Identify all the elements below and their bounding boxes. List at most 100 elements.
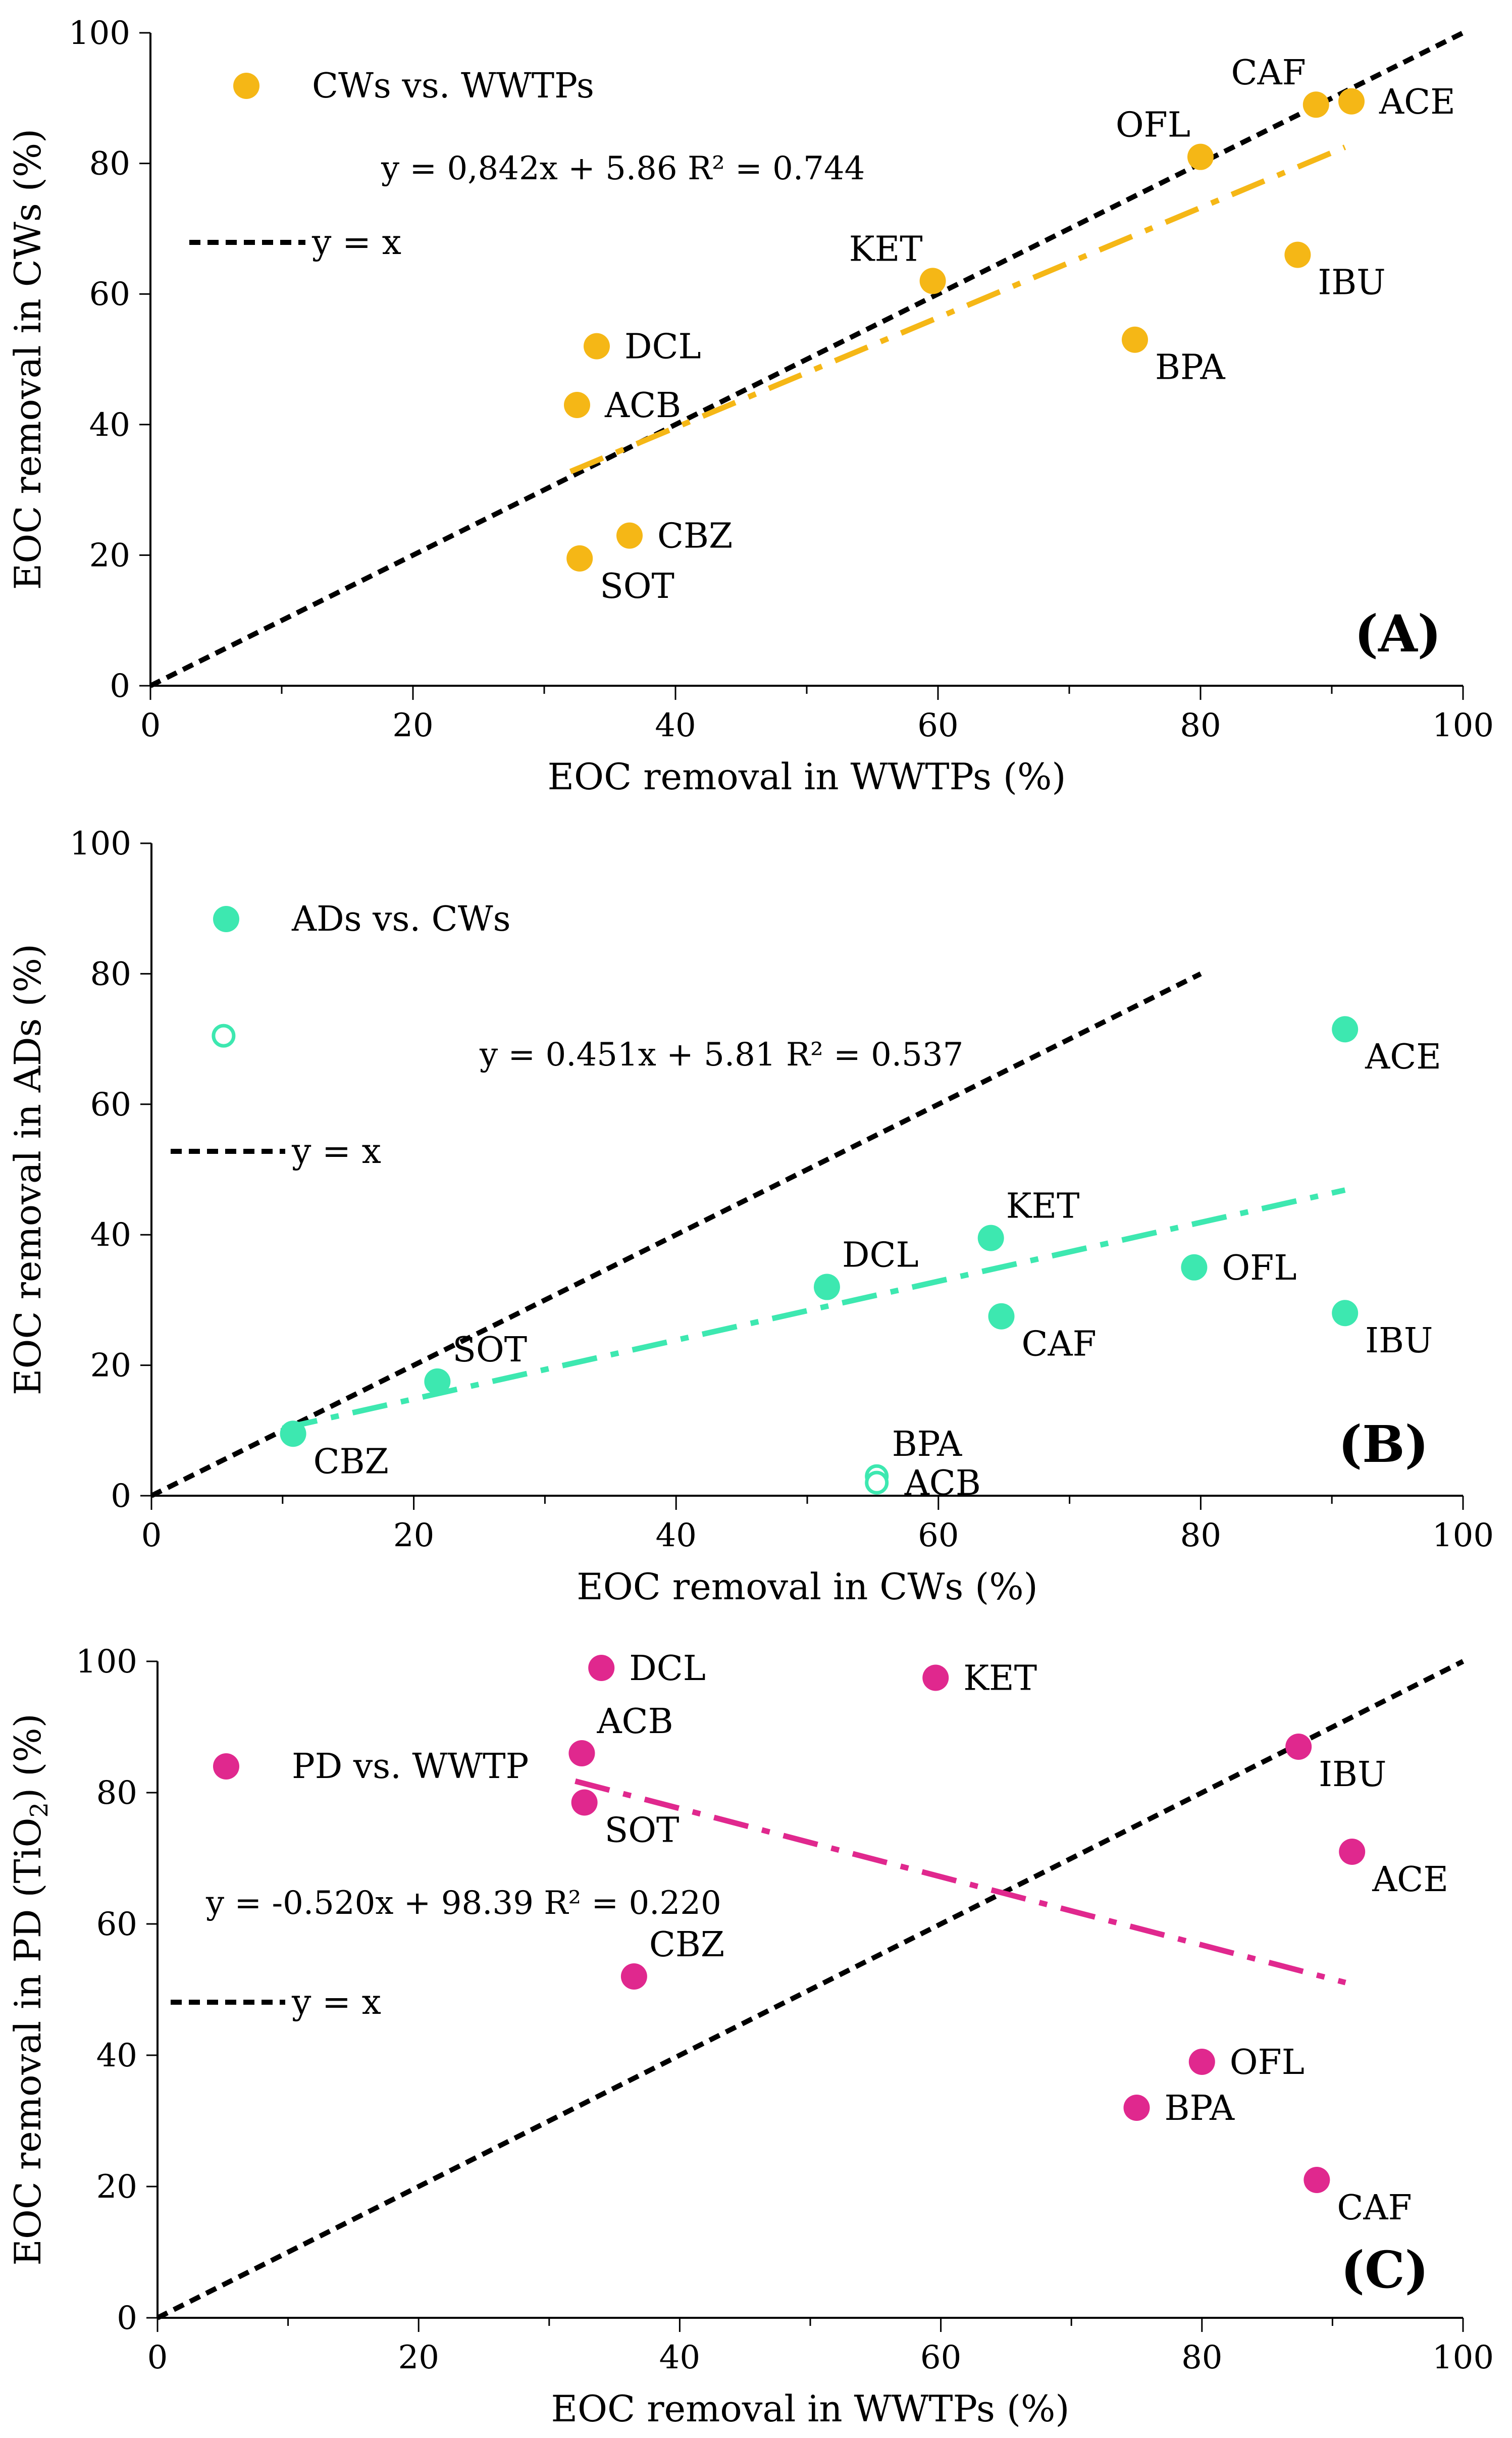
y-tick-label: 40: [96, 2037, 137, 2074]
data-point-ace: [1338, 88, 1365, 115]
point-label-ibu: IBU: [1365, 1321, 1433, 1361]
x-tick-label: 100: [1432, 707, 1494, 744]
legend-series-marker: [213, 906, 239, 932]
y-tick-label: 40: [90, 1216, 131, 1254]
data-point-unlabeled: [212, 1024, 236, 1048]
x-tick-label: 80: [1180, 1517, 1221, 1554]
chart-panel-2: 0 20 40 60 80 100 0 20 40 60 80 100 EOC removal in C…: [7, 825, 1494, 1608]
point-label-dcl: DCL: [624, 327, 701, 367]
trend-line: [575, 1778, 1346, 1986]
x-tick-label: 0: [141, 1517, 162, 1554]
data-point-caf: [988, 1303, 1015, 1330]
panel-label: (B): [1338, 1414, 1429, 1474]
panel-label: (A): [1354, 604, 1441, 664]
point-label-ace: ACE: [1379, 82, 1455, 122]
point-label-bpa: BPA: [1155, 348, 1225, 388]
x-tick-label: 40: [659, 2339, 700, 2376]
point-label-ace: ACE: [1372, 1860, 1448, 1900]
legend-identity-label: y = x: [311, 223, 401, 263]
point-label-ace: ACE: [1365, 1037, 1441, 1077]
point-label-ibu: IBU: [1319, 1755, 1386, 1795]
point-label-cbz: CBZ: [649, 1925, 724, 1965]
y-tick-label: 80: [90, 955, 131, 993]
point-label-caf: CAF: [1231, 53, 1306, 93]
point-label-ket: KET: [963, 1659, 1037, 1699]
point-label-cbz: CBZ: [657, 517, 733, 556]
y-tick-label: 60: [96, 1906, 137, 1943]
data-point-ket: [922, 1664, 949, 1691]
point-label-bpa: BPA: [1165, 2089, 1235, 2128]
trend-line: [569, 144, 1346, 474]
data-point-bpa: [1123, 2095, 1150, 2121]
y-tick-label: 80: [96, 1774, 137, 1812]
x-tick-label: 40: [655, 1517, 696, 1554]
legend-series-marker: [213, 1753, 239, 1780]
data-point-ace: [1332, 1016, 1359, 1043]
y-axis-title: EOC removal in ADs (%): [7, 944, 49, 1395]
x-axis-title: EOC removal in WWTPs (%): [551, 2388, 1070, 2430]
identity-line: [156, 1659, 1465, 2320]
y-tick-label: 0: [117, 2300, 137, 2337]
y-tick-label: 60: [89, 276, 130, 313]
data-point-dcl: [584, 333, 610, 360]
x-tick-label: 20: [393, 1517, 434, 1554]
data-point-ket: [977, 1225, 1004, 1251]
data-point-caf: [1304, 2167, 1330, 2193]
y-tick-label: 20: [96, 2168, 137, 2206]
point-label-cbz: CBZ: [314, 1442, 389, 1482]
point-label-ofl: OFL: [1230, 2043, 1305, 2083]
data-point-ibu: [1284, 241, 1311, 268]
y-axis-title: EOC removal in CWs (%): [7, 129, 49, 590]
x-tick-label: 100: [1432, 2339, 1494, 2376]
data-point-dcl: [588, 1655, 615, 1681]
data-point-ofl: [1187, 143, 1214, 170]
data-point-ace: [1339, 1839, 1366, 1865]
point-label-acb: ACB: [604, 386, 681, 426]
x-tick-label: 20: [392, 707, 433, 744]
point-label-dcl: DCL: [629, 1649, 706, 1689]
x-axis-title: EOC removal in CWs (%): [577, 1565, 1038, 1608]
chart-panel-1: 0 20 40 60 80 100 0 20 40 60 80 100 EOC removal in W…: [7, 15, 1494, 798]
data-point-ofl: [1188, 2049, 1215, 2075]
point-label-sot: SOT: [605, 1811, 680, 1851]
y-tick-label: 20: [89, 537, 130, 574]
x-tick-label: 60: [917, 707, 958, 744]
x-tick-label: 60: [918, 1517, 959, 1554]
point-label-acb: ACB: [904, 1463, 981, 1503]
y-tick-label: 100: [70, 825, 131, 862]
x-tick-label: 80: [1181, 2339, 1222, 2376]
point-label-ket: KET: [849, 229, 923, 269]
data-point-acb: [568, 1740, 595, 1766]
point-label-ibu: IBU: [1318, 263, 1385, 303]
regression-equation: y = -0.520x + 98.39 R² = 0.220: [205, 1885, 721, 1922]
point-label-ofl: OFL: [1222, 1248, 1296, 1288]
panel-label: (C): [1341, 2240, 1429, 2300]
point-label-sot: SOT: [452, 1330, 527, 1370]
data-point-cbz: [280, 1420, 306, 1447]
data-point-acb: [865, 1470, 889, 1495]
data-point-ibu: [1332, 1300, 1359, 1327]
point-label-sot: SOT: [600, 567, 674, 606]
x-tick-label: 0: [147, 2339, 168, 2376]
data-point-dcl: [813, 1274, 840, 1300]
point-label-caf: CAF: [1337, 2188, 1412, 2228]
y-tick-label: 100: [69, 15, 130, 52]
x-tick-label: 40: [655, 707, 696, 744]
y-tick-label: 40: [89, 407, 130, 444]
data-point-sot: [566, 545, 593, 572]
x-tick-label: 80: [1180, 707, 1221, 744]
data-point-ibu: [1285, 1734, 1312, 1760]
identity-line: [150, 971, 1202, 1498]
y-tick-label: 0: [111, 1478, 131, 1515]
point-label-dcl: DCL: [842, 1236, 919, 1276]
x-tick-label: 60: [920, 2339, 961, 2376]
data-point-acb: [564, 392, 590, 419]
data-point-ket: [919, 268, 946, 294]
legend-series-label: CWs vs. WWTPs: [312, 66, 594, 106]
y-tick-label: 0: [110, 668, 130, 705]
y-tick-label: 100: [76, 1643, 137, 1681]
chart-panel-3: 0 20 40 60 80 100 0 20 40 60 80 100 EOC removal in W…: [7, 1643, 1494, 2430]
y-tick-label: 80: [89, 145, 130, 183]
x-tick-label: 0: [140, 707, 161, 744]
data-point-cbz: [620, 1963, 647, 1990]
